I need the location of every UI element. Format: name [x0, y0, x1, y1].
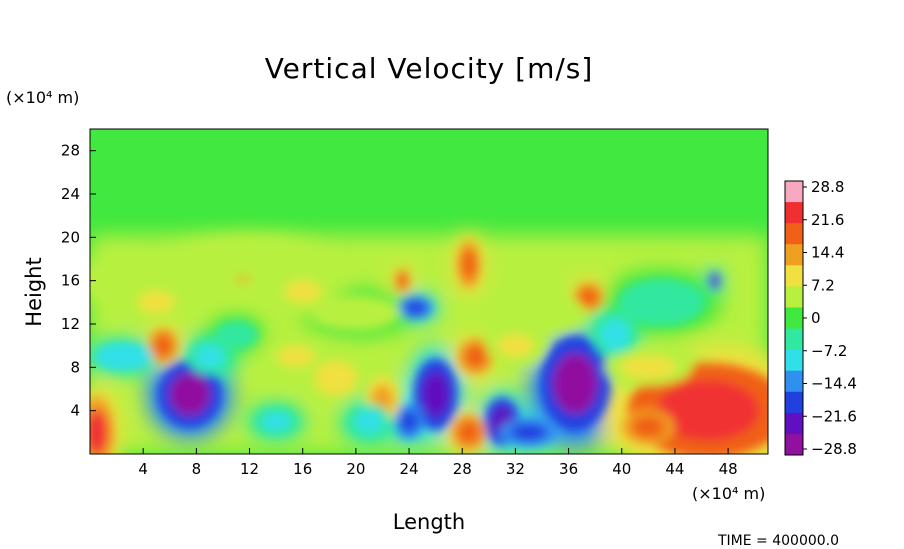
- colorbar-swatch: [785, 286, 803, 308]
- y-tick-label: 4: [70, 402, 80, 420]
- heatmap-cell: [514, 301, 570, 325]
- heatmap-cell: [284, 280, 322, 303]
- y-tick-label: 8: [70, 358, 80, 376]
- colorbar-label: −14.4: [811, 375, 857, 393]
- heatmap-cell: [397, 273, 408, 289]
- heatmap-cell: [137, 290, 176, 314]
- y-tick-label: 28: [61, 142, 80, 160]
- heatmap-cell: [97, 269, 136, 293]
- colorbar-swatch: [785, 391, 803, 414]
- colorbar-swatch: [785, 265, 803, 287]
- heatmap-cell: [496, 334, 535, 358]
- colorbar-swatch: [785, 202, 803, 224]
- colorbar-swatch: [785, 412, 803, 435]
- x-tick-label: 28: [453, 460, 472, 478]
- colorbar-label: 28.8: [811, 178, 844, 196]
- colorbar-label: −21.6: [811, 407, 857, 425]
- heatmap-cell: [631, 415, 666, 439]
- heatmap-cell: [169, 373, 211, 416]
- colorbar-swatch: [785, 370, 803, 393]
- heatmap-cell: [656, 380, 760, 441]
- x-tick-label: 44: [665, 460, 684, 478]
- colorbar-label: 14.4: [811, 244, 844, 262]
- colorbar-swatch: [785, 223, 803, 245]
- heatmap-cell: [90, 409, 108, 454]
- x-tick-label: 12: [240, 460, 259, 478]
- heatmap-cell: [552, 353, 598, 414]
- heatmap-cell: [355, 410, 384, 433]
- heatmap-cell: [421, 371, 450, 418]
- heatmap-cell: [601, 319, 630, 351]
- heatmap-cell: [711, 274, 719, 287]
- heatmap-cell: [399, 410, 419, 433]
- x-tick-label: 48: [719, 460, 738, 478]
- x-axis-unit: (×10⁴ m): [692, 484, 766, 503]
- x-tick-label: 36: [559, 460, 578, 478]
- x-tick-label: 40: [612, 460, 631, 478]
- heatmap-cell: [464, 345, 487, 368]
- x-tick-label: 20: [346, 460, 365, 478]
- colorbar-swatch: [785, 244, 803, 266]
- heatmap-cell: [457, 420, 481, 444]
- y-tick-label: 24: [61, 185, 80, 203]
- x-tick-label: 4: [138, 460, 148, 478]
- colorbar-label: 21.6: [811, 211, 844, 229]
- heatmap-cell: [212, 247, 287, 271]
- heatmap-cell: [153, 334, 173, 358]
- colorbar-label: −28.8: [811, 440, 857, 458]
- heatmap-cell: [262, 412, 291, 431]
- colorbar-label: 0: [811, 309, 821, 327]
- heatmap-field: [90, 129, 768, 454]
- heatmap-cell: [321, 366, 350, 390]
- colorbar-swatch: [785, 349, 803, 372]
- heatmap-cell: [222, 325, 251, 344]
- heatmap-cell: [195, 345, 224, 368]
- heatmap-cell: [104, 347, 142, 366]
- y-axis-unit: (×10⁴ m): [6, 88, 80, 107]
- x-tick-label: 24: [400, 460, 419, 478]
- heatmap-cell: [404, 300, 427, 316]
- x-axis-ticks: 4 8 12 16 20 24 28 32 36 40 44 48: [138, 448, 738, 478]
- x-tick-label: 32: [506, 460, 525, 478]
- heatmap-cell: [620, 355, 677, 379]
- heatmap-cell: [579, 287, 598, 307]
- x-tick-label: 8: [192, 460, 202, 478]
- heatmap-cell: [277, 345, 315, 368]
- x-axis-label: Length: [392, 510, 466, 534]
- chart-title: Vertical Velocity [m/s]: [264, 52, 594, 85]
- x-tick-label: 16: [293, 460, 312, 478]
- y-axis-ticks: 4 8 12 16 20 24 28: [61, 142, 96, 420]
- heatmap-cell: [461, 249, 477, 280]
- colorbar-swatch: [785, 433, 803, 456]
- y-tick-label: 16: [61, 272, 80, 290]
- colorbar-swatch: [785, 328, 803, 351]
- plot-frame: [89, 128, 769, 455]
- heatmap-cell: [633, 287, 690, 318]
- colorbar: 28.8 21.6 14.4 7.2 0 −7.2 −14.4 −21.6 −28.8: [784, 178, 857, 458]
- y-tick-label: 12: [61, 315, 80, 333]
- colorbar-swatch: [785, 181, 803, 203]
- colorbar-swatch: [785, 307, 803, 330]
- colorbar-label: 7.2: [811, 276, 835, 294]
- colorbar-label: −7.2: [811, 342, 847, 360]
- heatmap-cell: [510, 423, 548, 442]
- heatmap-cell: [327, 301, 384, 325]
- y-tick-label: 20: [61, 228, 80, 246]
